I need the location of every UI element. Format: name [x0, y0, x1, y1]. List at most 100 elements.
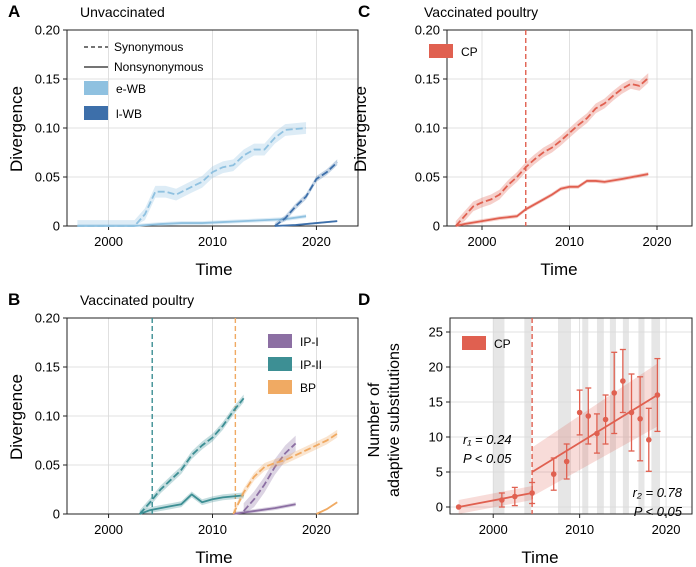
series-line-3	[274, 220, 338, 227]
panel-c-xlabel: Time	[540, 260, 577, 279]
data-point-11	[620, 378, 626, 384]
series-line-1	[455, 173, 649, 227]
legend-l-wb-label: l-WB	[116, 107, 142, 121]
panel-b-xlabel: Time	[195, 548, 232, 567]
series-line-4	[232, 432, 338, 515]
x-tick-label: 2000	[468, 234, 497, 249]
legend-ip-ii-label: IP-II	[300, 358, 322, 372]
panel-a-plot: 2000 2010 2020 0 0.05 0.10 0.15 0.20	[35, 23, 359, 249]
panel-d-plot: 2000 2010 2020 0 5 10 15 20 25	[429, 317, 693, 537]
annotation-r2-line-1: r₂ = 0.78	[633, 485, 683, 500]
y-tick-label: 20	[429, 360, 443, 375]
x-tick-label: 2000	[94, 234, 123, 249]
panel-a-style-legend: Synonymous Nonsynonymous	[84, 40, 203, 74]
y-tick-label: 0.15	[35, 72, 60, 87]
y-tick-label: 0	[53, 219, 60, 234]
panel-b-title: Vaccinated poultry	[80, 292, 194, 308]
data-point-10	[611, 390, 618, 396]
data-point-12	[628, 409, 635, 416]
annotation-r2-line-2: P < 0.05	[634, 504, 683, 519]
y-tick-label: 0	[433, 219, 440, 234]
series-band-0	[455, 73, 649, 227]
panel-letter-b: B	[8, 290, 20, 309]
legend-swatch-l-wb	[84, 106, 108, 120]
series-band-1	[139, 491, 244, 514]
panel-letter-a: A	[8, 2, 20, 21]
panel-b-color-legend: IP-I IP-II BP	[268, 334, 322, 395]
x-tick-label: 2020	[643, 234, 672, 249]
panel-letter-c: C	[358, 2, 370, 21]
y-tick-label: 0.05	[415, 170, 440, 185]
data-point-5	[563, 458, 570, 465]
panel-d: D 2000 2010 2020 0 5 10 15 20 25 Time Number of …	[358, 290, 693, 567]
legend-cp-label: CP	[461, 45, 478, 59]
legend-swatch-cp-d	[462, 336, 486, 350]
panel-b-plot: 2000 2010 2020 0 0.05 0.10 0.15 0.20	[35, 311, 359, 537]
stripe-7	[638, 318, 645, 514]
stripe-6	[622, 318, 629, 514]
annotation-r2: r₂ = 0.78 P < 0.05	[633, 485, 683, 519]
y-tick-label: 0.15	[415, 72, 440, 87]
legend-swatch-ip-i	[268, 334, 292, 348]
panel-a-title: Unvaccinated	[80, 4, 165, 20]
panel-c-plot: 2000 2010 2020 0 0.05 0.10 0.15 0.20	[415, 23, 693, 249]
annotation-r1-line-2: P < 0.05	[463, 451, 512, 466]
series-line-2	[243, 442, 297, 512]
annotation-r1-line-1: r₁ = 0.24	[463, 432, 512, 447]
x-tick-label: 2010	[198, 522, 227, 537]
data-point-0	[455, 504, 462, 510]
y-tick-label: 0.20	[415, 23, 440, 38]
fit-line-0	[458, 492, 533, 508]
x-tick-label: 2000	[479, 522, 508, 537]
data-point-1	[499, 497, 505, 503]
series-line-1	[77, 215, 307, 227]
panel-d-color-legend: CP	[462, 336, 511, 351]
stripe-0	[493, 318, 505, 514]
legend-swatch-e-wb	[84, 81, 108, 95]
legend-swatch-ip-ii	[268, 357, 292, 371]
series-line-3	[233, 503, 296, 515]
stripe-2	[558, 318, 571, 514]
series-band-0	[77, 122, 307, 226]
panel-a-ylabel: Divergence	[7, 86, 26, 172]
legend-bp-label: BP	[300, 381, 316, 395]
series-line-2	[274, 161, 338, 227]
data-point-4	[550, 471, 557, 477]
data-point-8	[594, 430, 600, 437]
y-tick-label: 0.05	[35, 458, 60, 473]
x-tick-label: 2010	[555, 234, 584, 249]
y-tick-label: 0.10	[35, 121, 60, 136]
panel-b-ylabel: Divergence	[7, 374, 26, 460]
series-line-0	[455, 77, 649, 227]
legend-swatch-bp	[268, 380, 292, 394]
y-tick-label: 0.10	[35, 409, 60, 424]
y-tick-label: 0.05	[35, 170, 60, 185]
panel-d-ylabel: Number of adaptive substitutions	[366, 343, 403, 497]
data-point-13	[637, 416, 643, 422]
series-line-1	[139, 493, 244, 515]
y-tick-label: 5	[436, 465, 443, 480]
data-point-14	[645, 437, 652, 443]
stripe-4	[596, 318, 604, 514]
y-tick-label: 0.20	[35, 23, 60, 38]
panel-d-ylabel-line-1: Number of	[366, 382, 383, 457]
legend-ip-i-label: IP-I	[300, 335, 319, 349]
data-point-3	[529, 490, 535, 496]
y-tick-label: 15	[429, 395, 443, 410]
series-line-0	[77, 127, 307, 227]
y-tick-label: 0	[53, 507, 60, 522]
series-band-2	[274, 159, 338, 226]
y-tick-label: 0	[436, 500, 443, 515]
x-tick-label: 2020	[302, 234, 331, 249]
legend-swatch-cp	[429, 44, 453, 58]
x-tick-label: 2010	[198, 234, 227, 249]
series-line-0	[139, 397, 245, 515]
x-tick-label: 2000	[94, 522, 123, 537]
data-point-7	[585, 413, 592, 419]
axes-frame	[449, 317, 693, 515]
panel-c-ylabel: Divergence	[351, 86, 370, 172]
data-point-6	[576, 409, 583, 416]
stripe-5	[609, 318, 616, 514]
panel-d-ylabel-line-2: adaptive substitutions	[386, 343, 403, 497]
